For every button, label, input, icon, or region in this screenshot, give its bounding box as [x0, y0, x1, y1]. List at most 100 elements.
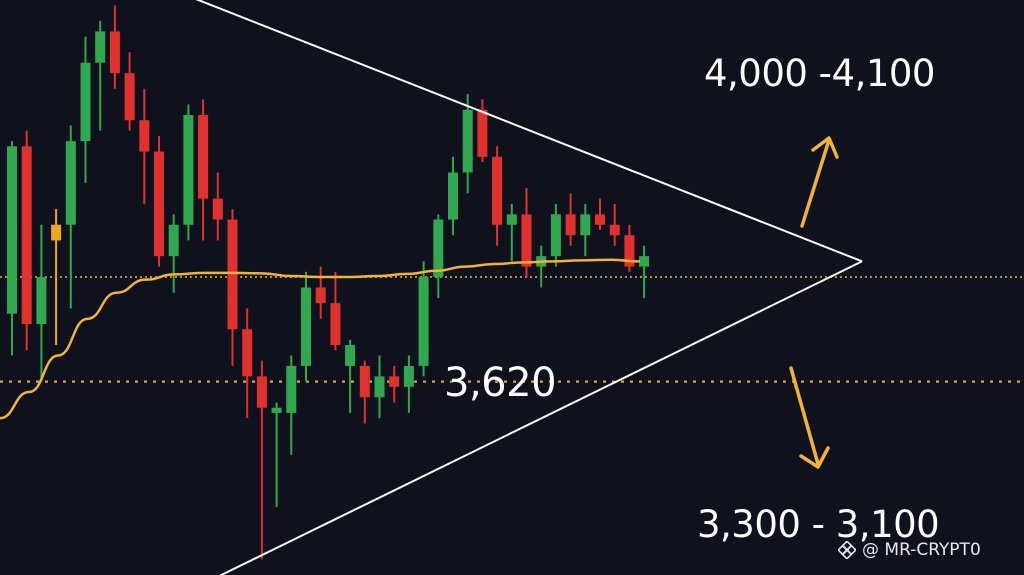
candle-body [374, 376, 385, 398]
candle-body [359, 365, 370, 398]
candle [595, 198, 605, 230]
candle [154, 135, 164, 267]
candle [521, 188, 532, 278]
candle [65, 125, 76, 309]
candle-body [80, 62, 91, 142]
candle-body [565, 214, 576, 236]
candle [212, 172, 223, 241]
candle-body [227, 219, 238, 330]
candle-body [389, 376, 400, 387]
candle-body [168, 224, 179, 257]
candle [374, 355, 385, 419]
pivot-level-label: 3,620 [444, 360, 557, 406]
arrow-up-icon [800, 136, 839, 228]
candle-body [462, 109, 473, 173]
candle [109, 5, 120, 89]
arrow-up-head [811, 136, 839, 159]
candle [624, 224, 635, 272]
candle [198, 99, 209, 241]
candle [639, 245, 650, 298]
candle-body [242, 329, 253, 377]
candle [168, 214, 179, 293]
candle [183, 104, 194, 241]
candle [359, 360, 370, 424]
candle-body [595, 214, 605, 225]
candle-body [36, 277, 47, 325]
candle-body [198, 115, 209, 199]
arrow-down-shaft [789, 366, 820, 466]
candle [492, 146, 503, 246]
candle-body [271, 407, 282, 413]
arrow-up-shaft [800, 138, 831, 228]
candle-body [65, 141, 76, 225]
candle [403, 355, 414, 413]
candle [256, 360, 267, 560]
moving-average-line [0, 258, 641, 420]
candle [21, 130, 32, 351]
candle [36, 224, 47, 382]
candle-body [506, 214, 517, 225]
candle [345, 339, 356, 413]
candle [139, 88, 150, 204]
candle [95, 20, 106, 131]
candle-body [139, 120, 150, 152]
candle [271, 402, 282, 508]
candle-body [639, 256, 650, 267]
candle-body [550, 214, 561, 257]
candle-body [609, 224, 620, 236]
candle-body [51, 224, 62, 241]
target-up-label: 4,000 -4,100 [704, 52, 935, 95]
candle [462, 94, 473, 194]
candle-body [330, 303, 341, 345]
candle-body [7, 146, 17, 314]
candle [536, 245, 547, 288]
candle-body [21, 146, 32, 325]
arrow-down-head [799, 446, 830, 469]
candle-body [124, 73, 135, 121]
candle-body [109, 31, 120, 74]
candle [124, 52, 135, 131]
candle-body [154, 151, 164, 257]
candle [609, 203, 620, 246]
candle [51, 209, 62, 345]
candle-body [580, 214, 591, 236]
candle [242, 308, 253, 419]
candle-body [256, 376, 267, 408]
candle [315, 266, 326, 319]
candle [330, 271, 341, 351]
watermark-text: @ MR-CRYPT0 [862, 540, 981, 560]
candle-body [286, 365, 297, 413]
candle [301, 271, 311, 382]
candle-body [492, 156, 503, 225]
candle-body [95, 31, 106, 63]
target-down-label: 3,300 - 3,100 [697, 503, 940, 546]
candle [389, 365, 400, 403]
candle-body [183, 115, 194, 225]
binance-diamond-icon [838, 541, 856, 559]
candle-body [448, 172, 458, 220]
candle [7, 141, 17, 356]
candle-body [345, 345, 356, 366]
candle [286, 355, 297, 455]
arrow-down-icon [789, 366, 830, 469]
candle [477, 99, 488, 163]
candle [80, 36, 91, 183]
candle-body [418, 277, 429, 366]
candle [506, 203, 517, 262]
candle [448, 156, 458, 236]
candle-body [477, 109, 488, 157]
candle-body [521, 214, 532, 267]
candle [565, 193, 576, 246]
triangle-lower-line [219, 260, 863, 575]
candle-body [301, 287, 311, 366]
triangle-upper-line [195, 0, 863, 263]
candle-body [403, 365, 414, 387]
candle-body [212, 198, 223, 220]
candle [418, 261, 429, 377]
candle-body [433, 219, 444, 278]
candle-body [315, 287, 326, 304]
watermark: @ MR-CRYPT0 [838, 540, 981, 560]
candle [550, 203, 561, 267]
